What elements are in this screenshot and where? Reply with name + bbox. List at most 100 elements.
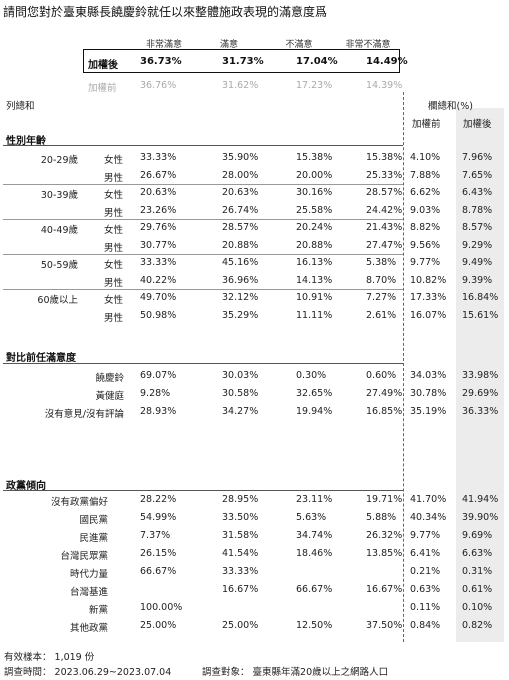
- sex-label: 女性: [104, 225, 124, 236]
- cell-value: 26.32%: [366, 530, 403, 541]
- cell-value: 23.26%: [140, 204, 177, 216]
- cell-value: 5.63%: [296, 512, 327, 523]
- cell-value: 10.91%: [296, 292, 333, 303]
- column-header: 非常不滿意: [345, 40, 391, 50]
- cell-value: 11.11%: [296, 309, 333, 321]
- cell-value: 32.12%: [222, 292, 259, 303]
- sample-size: 有效樣本： 1,019 份: [4, 652, 95, 663]
- cell-value: 0.60%: [366, 370, 397, 381]
- weight-pre-value: 35.19%: [410, 406, 447, 417]
- row-label: 台灣民眾黨: [60, 551, 108, 562]
- unweighted-value: 14.39%: [366, 80, 403, 91]
- sex-label: 女性: [104, 260, 124, 271]
- cell-value: 37.50%: [366, 620, 403, 631]
- sex-label: 男性: [104, 312, 124, 324]
- cell-value: 0.30%: [296, 370, 327, 381]
- cell-value: 25.33%: [366, 169, 403, 181]
- weight-post-value: 8.78%: [462, 204, 493, 216]
- cell-value: 29.76%: [140, 222, 177, 233]
- cell-value: 20.63%: [222, 187, 259, 198]
- weight-pre-value: 0.63%: [410, 584, 441, 595]
- cell-value: 23.11%: [296, 494, 333, 505]
- row-divider: [3, 184, 403, 185]
- cell-value: 33.33%: [140, 152, 177, 163]
- weight-post-value: 6.63%: [462, 548, 493, 559]
- cell-value: 36.96%: [222, 274, 259, 286]
- weighted-value: 36.73%: [140, 56, 182, 67]
- column-header: 滿意: [219, 40, 238, 50]
- weight-pre-value: 30.78%: [410, 388, 447, 399]
- column-header: 非常滿意: [145, 40, 182, 50]
- row-divider: [3, 254, 403, 255]
- weighted-value: 31.73%: [222, 56, 264, 67]
- row-divider: [3, 363, 403, 364]
- age-group-label: 30-39歲: [40, 190, 78, 201]
- section-title-prev: 對比前任滿意度: [6, 353, 76, 364]
- cell-value: 13.85%: [366, 548, 403, 559]
- weight-pre-value: 10.82%: [410, 274, 447, 286]
- weight-pre-value: 0.11%: [410, 602, 441, 613]
- weight-pre-value: 0.21%: [410, 566, 441, 577]
- cell-value: 41.54%: [222, 548, 259, 559]
- row-label: 饒慶鈴: [95, 373, 124, 384]
- weight-post-value: 9.39%: [462, 274, 493, 286]
- cell-value: 7.37%: [140, 530, 171, 541]
- cell-value: 66.67%: [296, 584, 333, 595]
- cell-value: 28.22%: [140, 494, 177, 505]
- col-total-label: 列總和: [6, 101, 35, 112]
- cell-value: 25.58%: [296, 204, 333, 216]
- cell-value: 28.95%: [222, 494, 259, 505]
- cell-value: 33.50%: [222, 512, 259, 523]
- cell-value: 69.07%: [140, 370, 177, 381]
- weight-post-value: 0.31%: [462, 566, 493, 577]
- cell-value: 15.38%: [366, 152, 403, 163]
- weight-post-value: 9.49%: [462, 257, 493, 268]
- row-label: 其他政黨: [69, 623, 108, 634]
- row-label: 台灣基進: [69, 587, 108, 598]
- sex-label: 女性: [104, 155, 124, 166]
- cell-value: 16.67%: [366, 584, 403, 595]
- cell-value: 20.88%: [222, 239, 259, 251]
- cell-value: 27.49%: [366, 388, 403, 399]
- weighted-summary-box: [83, 49, 400, 73]
- cell-value: 49.70%: [140, 292, 177, 303]
- weight-post-value: 7.96%: [462, 152, 493, 163]
- cell-value: 32.65%: [296, 388, 333, 399]
- weight-post-value: 0.82%: [462, 620, 493, 631]
- age-group-label: 50-59歲: [40, 260, 78, 271]
- weight-pre-value: 34.03%: [410, 370, 447, 381]
- sex-label: 女性: [104, 295, 124, 306]
- weighted-value: 14.49%: [366, 56, 408, 67]
- cell-value: 26.67%: [140, 169, 177, 181]
- cell-value: 25.00%: [140, 620, 177, 631]
- cell-value: 100.00%: [140, 602, 183, 613]
- cell-value: 2.61%: [366, 309, 397, 321]
- weight-pre-value: 8.82%: [410, 222, 441, 233]
- cell-value: 12.50%: [296, 620, 333, 631]
- sex-label: 男性: [104, 242, 124, 254]
- sex-label: 女性: [104, 190, 124, 201]
- cell-value: 19.71%: [366, 494, 403, 505]
- row-label: 沒有政黨偏好: [50, 497, 108, 508]
- weighted-column-shade: [456, 108, 504, 642]
- cell-value: 25.00%: [222, 620, 259, 631]
- cell-value: 8.70%: [366, 274, 397, 286]
- cell-value: 45.16%: [222, 257, 259, 268]
- cell-value: 14.13%: [296, 274, 333, 286]
- weight-pre-value: 6.62%: [410, 187, 441, 198]
- column-header: 不滿意: [285, 40, 313, 50]
- cell-value: 28.57%: [222, 222, 259, 233]
- weight-post-value: 0.61%: [462, 584, 493, 595]
- weight-post-value: 33.98%: [462, 370, 499, 381]
- cell-value: 16.67%: [222, 584, 259, 595]
- weight-post-value: 41.94%: [462, 494, 499, 505]
- row-divider: [3, 219, 403, 220]
- cell-value: 24.42%: [366, 204, 403, 216]
- row-divider: [3, 289, 403, 290]
- page-title: 請問您對於臺東縣長饒慶鈴就任以來整體施政表現的滿意度爲: [3, 5, 328, 19]
- cell-value: 28.93%: [140, 406, 177, 417]
- cell-value: 35.29%: [222, 309, 259, 321]
- weight-sum-label: 欄總和(%): [428, 101, 473, 112]
- cell-value: 30.03%: [222, 370, 259, 381]
- cell-value: 19.94%: [296, 406, 333, 417]
